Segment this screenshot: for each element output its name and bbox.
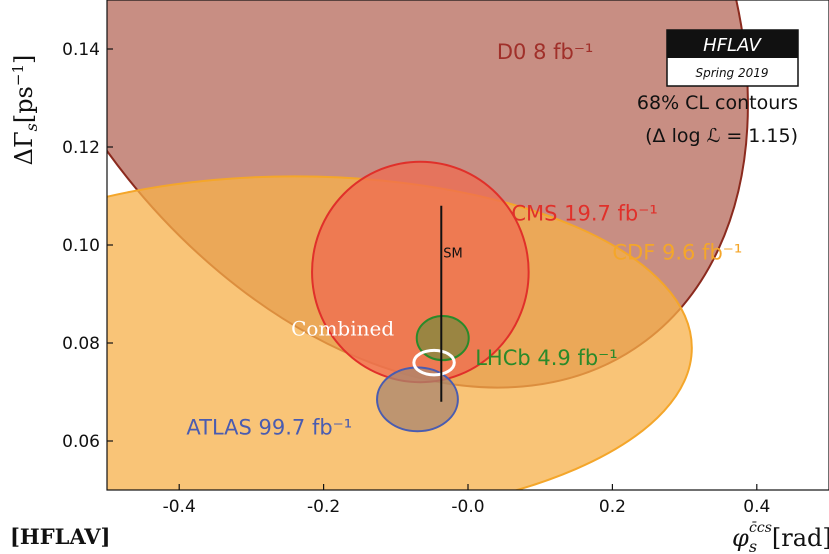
contour-combined: [412, 348, 456, 377]
badge-subtitle: Spring 2019: [695, 66, 768, 80]
y-tick-label: 0.10: [62, 236, 100, 256]
contours-layer: [107, 0, 749, 490]
contour-formula-text: (Δ log ℒ = 1.15): [645, 125, 798, 147]
y-tick-label: 0.12: [62, 138, 100, 158]
contour-label-cms: CMS 19.7 fb⁻¹: [511, 202, 657, 226]
contour-label-cdf: CDF 9.6 fb⁻¹: [612, 241, 742, 265]
x-tick-label: -0.0: [451, 497, 484, 517]
badge-title: HFLAV: [703, 35, 762, 56]
contour-lhcb: [415, 315, 470, 362]
contour-label-combined: Combined: [291, 317, 394, 341]
svg-text:φsc̄cs[rad]: φsc̄cs[rad]: [732, 520, 829, 554]
y-axis-label: ΔΓs[ps−1]: [9, 55, 41, 166]
sm-label: SM: [443, 246, 462, 261]
y-tick-label: 0.08: [62, 334, 100, 354]
x-axis-label: φsc̄cs[rad]: [732, 520, 829, 554]
region-labels-layer: D0 8 fb⁻¹ CDF 9.6 fb⁻¹ CMS 19.7 fb⁻¹ ATLAS …: [186, 40, 742, 440]
contour-level-text: 68% CL contours: [637, 92, 798, 114]
x-tick-label: 0.4: [743, 497, 770, 517]
x-tick-label: -0.2: [307, 497, 340, 517]
sm-layer: SM: [440, 205, 463, 402]
hflav-badge: HFLAV Spring 2019: [666, 29, 799, 87]
contour-label-d0: D0 8 fb⁻¹: [497, 40, 593, 64]
contour-atlas: [376, 366, 459, 433]
y-tick-label: 0.14: [62, 40, 100, 60]
x-tick-label: 0.2: [599, 497, 626, 517]
contour-label-lhcb: LHCb 4.9 fb⁻¹: [475, 346, 617, 370]
svg-text:ΔΓs[ps−1]: ΔΓs[ps−1]: [9, 55, 41, 166]
x-tick-label: -0.4: [163, 497, 196, 517]
contour-label-atlas: ATLAS 99.7 fb⁻¹: [186, 416, 352, 440]
ticks-layer: -0.4 -0.2 -0.0 0.2 0.4 0.06 0.08 0.10 0.12 0.14: [62, 40, 770, 517]
y-tick-label: 0.06: [62, 432, 100, 452]
watermark: [HFLAV]: [10, 524, 110, 549]
